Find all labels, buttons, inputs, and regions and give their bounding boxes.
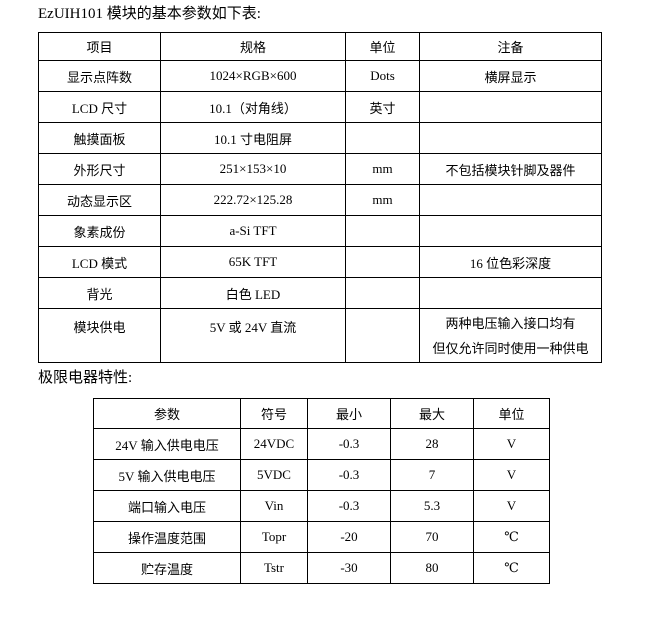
basic-params-table: 项目 规格 单位 注备 显示点阵数 1024×RGB×600 Dots 横屏显示… (38, 32, 602, 363)
cell-note (419, 215, 602, 247)
cell-unit: mm (345, 184, 420, 216)
cell-item: LCD 尺寸 (38, 91, 161, 123)
table-row: LCD 尺寸 10.1（对角线） 英寸 (38, 91, 602, 123)
header-item: 项目 (38, 32, 161, 61)
cell-spec: 5V 或 24V 直流 (160, 308, 346, 363)
cell-note: 横屏显示 (419, 60, 602, 92)
cell-item: 触摸面板 (38, 122, 161, 154)
cell-item: 动态显示区 (38, 184, 161, 216)
cell-spec: 251×153×10 (160, 153, 346, 185)
cell-item: 象素成份 (38, 215, 161, 247)
note-line-2: 但仅允许同时使用一种供电 (432, 340, 589, 356)
cell-max: 80 (390, 552, 474, 584)
cell-unit: mm (345, 153, 420, 185)
cell-symbol: Vin (240, 490, 308, 522)
cell-spec: 65K TFT (160, 246, 346, 278)
table-row: 显示点阵数 1024×RGB×600 Dots 横屏显示 (38, 60, 602, 92)
header-max: 最大 (390, 398, 474, 429)
header-unit: 单位 (473, 398, 550, 429)
table-row: 动态显示区 222.72×125.28 mm (38, 184, 602, 216)
cell-symbol: 24VDC (240, 428, 308, 460)
cell-unit: Dots (345, 60, 420, 92)
cell-symbol: Tstr (240, 552, 308, 584)
table-row: 操作温度范围 Topr -20 70 ℃ (93, 521, 550, 553)
cell-note: 两种电压输入接口均有 但仅允许同时使用一种供电 (419, 308, 602, 363)
header-symbol: 符号 (240, 398, 308, 429)
cell-param: 端口输入电压 (93, 490, 241, 522)
cell-item: LCD 模式 (38, 246, 161, 278)
cell-unit (345, 246, 420, 278)
table-row: LCD 模式 65K TFT 16 位色彩深度 (38, 246, 602, 278)
cell-unit: V (473, 428, 550, 460)
cell-unit: V (473, 490, 550, 522)
cell-unit: 英寸 (345, 91, 420, 123)
cell-min: -0.3 (307, 428, 391, 460)
cell-unit (345, 277, 420, 309)
cell-param: 5V 输入供电电压 (93, 459, 241, 491)
cell-unit: V (473, 459, 550, 491)
cell-unit (345, 215, 420, 247)
cell-max: 5.3 (390, 490, 474, 522)
cell-note (419, 122, 602, 154)
table-row: 24V 输入供电电压 24VDC -0.3 28 V (93, 428, 550, 460)
cell-unit: ℃ (473, 521, 550, 553)
cell-item: 显示点阵数 (38, 60, 161, 92)
cell-param: 操作温度范围 (93, 521, 241, 553)
header-unit: 单位 (345, 32, 420, 61)
cell-min: -0.3 (307, 459, 391, 491)
table-row: 贮存温度 Tstr -30 80 ℃ (93, 552, 550, 584)
header-param: 参数 (93, 398, 241, 429)
cell-note: 16 位色彩深度 (419, 246, 602, 278)
cell-note (419, 91, 602, 123)
limit-characteristics-table: 参数 符号 最小 最大 单位 24V 输入供电电压 24VDC -0.3 28 … (93, 398, 550, 584)
basic-params-section-title: EzUIH101 模块的基本参数如下表: (38, 6, 261, 22)
cell-spec: 1024×RGB×600 (160, 60, 346, 92)
table-row: 背光 白色 LED (38, 277, 602, 309)
cell-param: 24V 输入供电电压 (93, 428, 241, 460)
cell-symbol: 5VDC (240, 459, 308, 491)
cell-min: -20 (307, 521, 391, 553)
cell-spec: 222.72×125.28 (160, 184, 346, 216)
table-row: 5V 输入供电电压 5VDC -0.3 7 V (93, 459, 550, 491)
cell-min: -30 (307, 552, 391, 584)
cell-max: 28 (390, 428, 474, 460)
cell-unit (345, 308, 420, 363)
table-row: 象素成份 a-Si TFT (38, 215, 602, 247)
table-row: 模块供电 5V 或 24V 直流 两种电压输入接口均有 但仅允许同时使用一种供电 (38, 308, 602, 363)
table-row: 端口输入电压 Vin -0.3 5.3 V (93, 490, 550, 522)
cell-spec: 白色 LED (160, 277, 346, 309)
header-spec: 规格 (160, 32, 346, 61)
header-note: 注备 (419, 32, 602, 61)
limit-characteristics-section-title: 极限电器特性: (38, 370, 133, 386)
cell-item: 外形尺寸 (38, 153, 161, 185)
cell-spec: a-Si TFT (160, 215, 346, 247)
cell-item: 模块供电 (38, 308, 161, 363)
cell-min: -0.3 (307, 490, 391, 522)
cell-max: 70 (390, 521, 474, 553)
table-row: 触摸面板 10.1 寸电阻屏 (38, 122, 602, 154)
cell-item: 背光 (38, 277, 161, 309)
cell-note (419, 277, 602, 309)
cell-note (419, 184, 602, 216)
cell-unit (345, 122, 420, 154)
cell-unit: ℃ (473, 552, 550, 584)
cell-max: 7 (390, 459, 474, 491)
cell-param: 贮存温度 (93, 552, 241, 584)
basic-params-header-row: 项目 规格 单位 注备 (38, 32, 602, 61)
table-row: 外形尺寸 251×153×10 mm 不包括模块针脚及器件 (38, 153, 602, 185)
limit-table-header-row: 参数 符号 最小 最大 单位 (93, 398, 550, 429)
cell-note: 不包括模块针脚及器件 (419, 153, 602, 185)
cell-spec: 10.1 寸电阻屏 (160, 122, 346, 154)
header-min: 最小 (307, 398, 391, 429)
note-line-1: 两种电压输入接口均有 (445, 315, 576, 331)
cell-spec: 10.1（对角线） (160, 91, 346, 123)
cell-symbol: Topr (240, 521, 308, 553)
